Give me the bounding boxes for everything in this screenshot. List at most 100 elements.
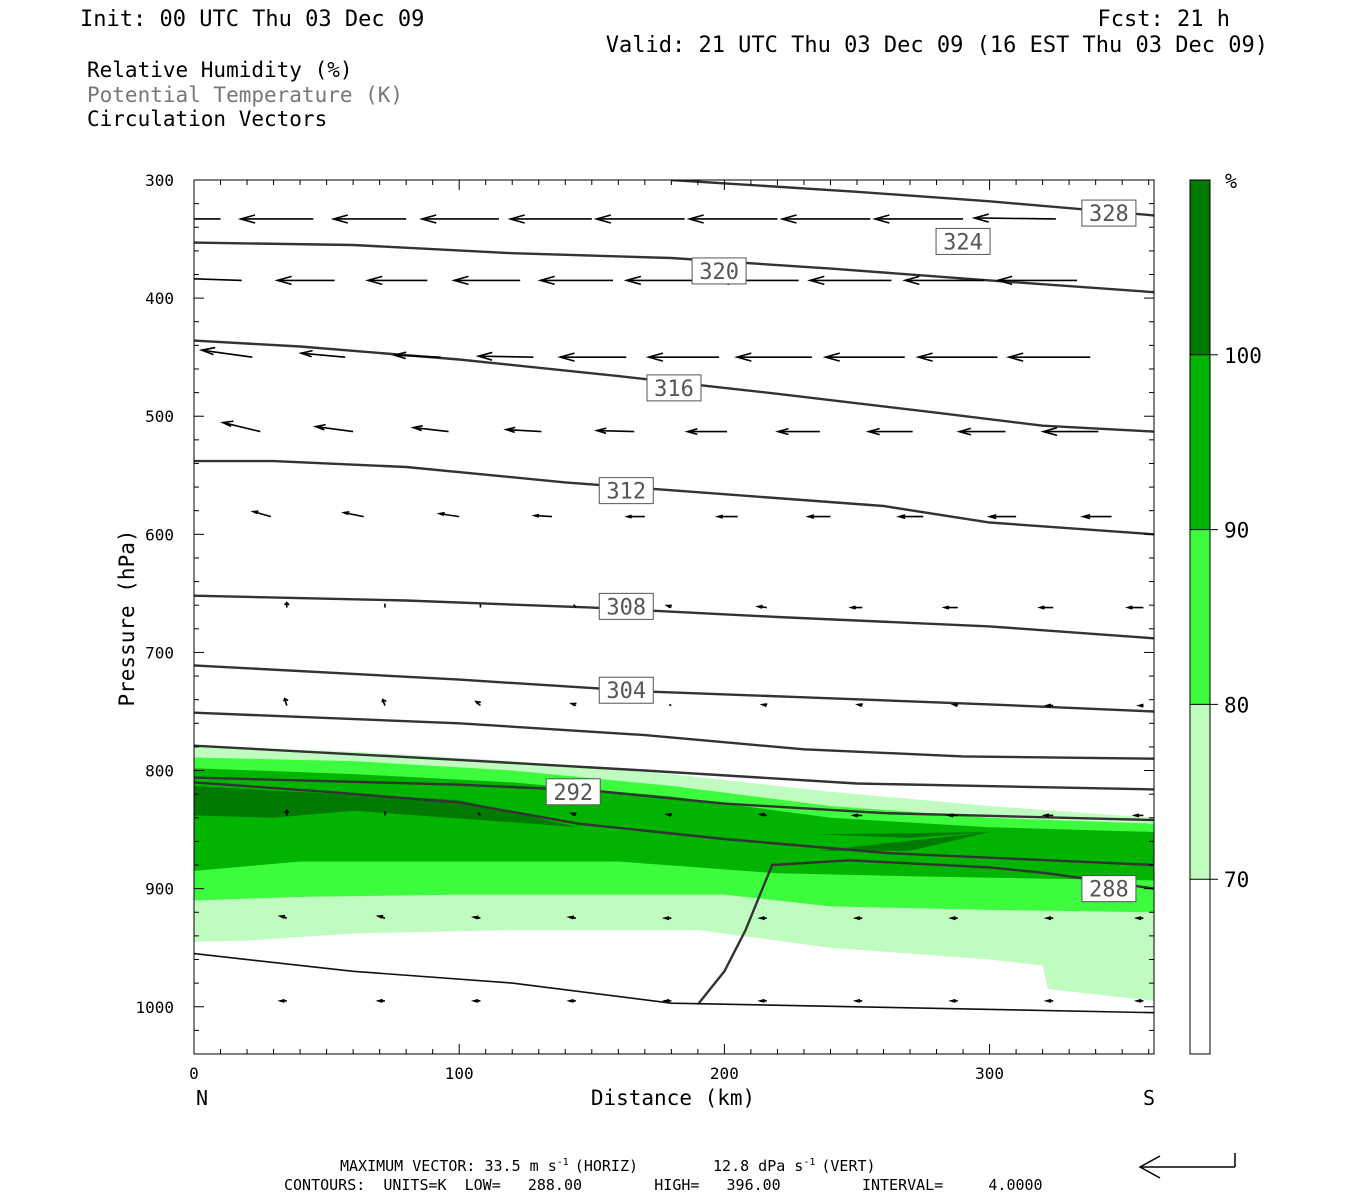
circulation-vector [1043, 703, 1054, 708]
circulation-vector [1043, 916, 1054, 921]
colorbar-unit: % [1225, 169, 1237, 193]
svg-text:312: 312 [606, 480, 646, 505]
theta-contour-324 [194, 241, 1154, 294]
x-tick-label: 300 [975, 1064, 1004, 1083]
axes: 300 400 500 600 700 800 900 1000 0 100 200 300 [135, 171, 1154, 1083]
svg-text:288: 288 [1089, 878, 1129, 903]
plot-frame [193, 179, 1155, 1055]
y-tick-label: 800 [145, 762, 174, 781]
circulation-vector [986, 513, 1017, 520]
svg-text:324: 324 [943, 230, 983, 255]
circulation-vector [1131, 813, 1144, 818]
circulation-vector [734, 352, 812, 362]
forecast-hour-label: Fcst: 21 h [1098, 7, 1230, 32]
circulation-vector [419, 214, 499, 224]
circulation-vector [807, 275, 892, 286]
circulation-vector [948, 998, 958, 1003]
circulation-vector [1080, 513, 1112, 520]
circulation-vector [375, 914, 386, 919]
x-tick-label: 100 [445, 1064, 474, 1083]
circulation-vector [566, 915, 576, 920]
circulation-vector [298, 349, 346, 358]
circulation-vector [451, 275, 521, 286]
x-tick-label: 0 [189, 1064, 199, 1083]
circulation-vector [1040, 426, 1099, 437]
theta-contour-304 [194, 711, 1154, 760]
circulation-vector [902, 275, 985, 286]
contour-label-312: 312 [598, 477, 654, 505]
circulation-vector [948, 916, 958, 921]
theta-contour-308 [194, 664, 1154, 713]
colorbar-label: 80 [1224, 693, 1249, 717]
relative-humidity-shading [194, 746, 1154, 1001]
theta-contour-316 [194, 459, 1154, 536]
x-axis-title: Distance (km) [591, 1086, 755, 1110]
circulation-vector [759, 703, 768, 708]
contour-label-308: 308 [598, 592, 654, 620]
y-tick-label: 300 [145, 171, 174, 190]
circulation-vector [470, 915, 481, 920]
colorbar-frame [1189, 179, 1211, 1055]
init-time-label: Init: 00 UTC Thu 03 Dec 09 [80, 7, 424, 32]
circulation-vector [686, 214, 778, 224]
circulation-vector [475, 351, 534, 361]
circulation-vector [714, 514, 738, 519]
colorbar: 100 90 80 70 [1189, 179, 1262, 1055]
svg-text:304: 304 [606, 679, 646, 704]
x-tick-label: 200 [710, 1064, 739, 1083]
circulation-vector [1133, 916, 1144, 921]
circulation-vector [531, 513, 553, 518]
circulation-vector [1005, 352, 1091, 362]
theta-contour-292 [194, 781, 1154, 867]
contour-label-304: 304 [598, 676, 654, 704]
north-end-label: N [196, 1086, 208, 1110]
circulation-vector [848, 605, 863, 610]
y-tick-label: 700 [145, 643, 174, 662]
circulation-vector [896, 514, 924, 520]
legend-title-vectors: Circulation Vectors [87, 107, 327, 131]
svg-text:320: 320 [699, 260, 739, 285]
rh-band-90-100-2 [194, 768, 1154, 881]
circulation-vector [668, 703, 672, 707]
circulation-vector [470, 998, 481, 1003]
circulation-vector [945, 813, 958, 818]
colorbar-swatch [1190, 879, 1210, 1054]
circulation-vector [950, 703, 959, 708]
circulation-vector [277, 914, 288, 919]
circulation-vector [391, 351, 441, 360]
circulation-vector [684, 428, 728, 436]
circulation-vector [1136, 703, 1144, 708]
contour-labels: 328 324 320 316 312 308 304 292 288 [545, 199, 1137, 903]
colorbar-swatch [1190, 529, 1210, 705]
colorbar-label: 100 [1224, 344, 1262, 368]
circulation-vector [375, 998, 385, 1003]
valid-time-label: Valid: 21 UTC Thu 03 Dec 09 (16 EST Thu … [606, 33, 1268, 58]
circulation-vector [971, 213, 1056, 223]
colorbar-swatch [1190, 180, 1210, 355]
theta-contour-surface [194, 952, 1154, 1014]
svg-text:316: 316 [654, 377, 694, 402]
circulation-vector [381, 698, 387, 706]
colorbar-swatch [1190, 354, 1210, 530]
colorbar-swatch [1190, 704, 1210, 880]
circulation-vector [941, 605, 958, 610]
circulation-vector [757, 812, 767, 817]
circulation-vector [624, 514, 645, 519]
circulation-vector [593, 214, 685, 224]
contour-label-288: 288 [1081, 875, 1137, 903]
circulation-vector [274, 275, 335, 286]
circulation-vector [503, 426, 542, 434]
circulation-vector [573, 604, 577, 609]
circulation-vector [661, 916, 672, 921]
circulation-vector [1041, 813, 1054, 818]
circulation-vector [852, 916, 863, 921]
colorbar-label: 70 [1224, 868, 1249, 892]
circulation-vector [220, 420, 261, 433]
y-axis-title: Pressure (hPa) [115, 529, 139, 706]
circulation-vector [956, 427, 1006, 436]
circulation-vector [755, 604, 767, 609]
circulation-vector [865, 427, 913, 436]
circulation-vector [1125, 605, 1144, 610]
circulation-vector [850, 813, 863, 818]
